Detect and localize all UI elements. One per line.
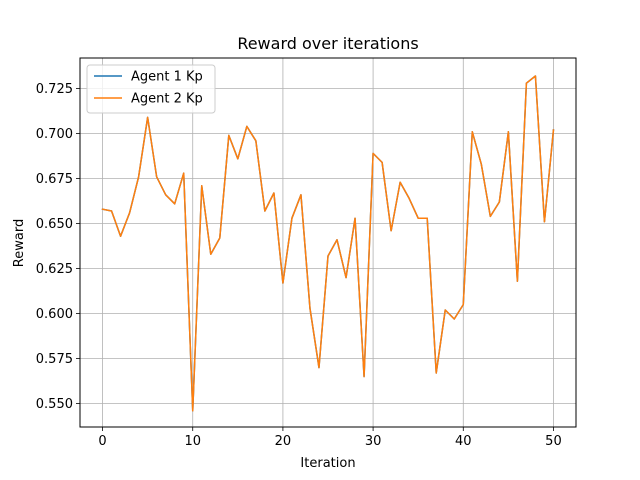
legend-label-agent-1: Agent 1 Kp [131,70,203,85]
y-tick-label: 0.600 [36,307,73,322]
series-line-agent-2 [101,75,555,412]
x-tick-label: 50 [545,434,562,449]
x-axis-label: Iteration [300,456,355,471]
y-axis: 0.550 0.575 0.600 0.625 0.650 0.675 0.700 0.725 [36,82,80,412]
grid-lines [80,58,576,427]
legend: Agent 1 Kp Agent 2 Kp [86,64,216,114]
y-tick-label: 0.725 [36,82,73,97]
legend-box [86,64,216,114]
y-tick-label: 0.650 [36,217,73,232]
y-axis-label: Reward [12,219,27,267]
y-tick-label: 0.550 [36,397,73,412]
series-layer [101,75,555,412]
y-tick-label: 0.625 [36,262,73,277]
chart-title: Reward over iterations [237,34,418,53]
legend-label-agent-2: Agent 2 Kp [131,92,203,107]
y-tick-label: 0.675 [36,172,73,187]
x-axis: 0 10 20 30 40 50 [98,427,562,449]
y-tick-label: 0.700 [36,127,73,142]
plot-frame [79,57,577,428]
series-line-agent-1 [101,75,555,412]
x-tick-label: 30 [365,434,382,449]
x-tick-label: 10 [184,434,201,449]
x-tick-label: 0 [98,434,106,449]
y-tick-label: 0.575 [36,352,73,367]
x-tick-label: 20 [275,434,292,449]
x-tick-label: 40 [455,434,472,449]
